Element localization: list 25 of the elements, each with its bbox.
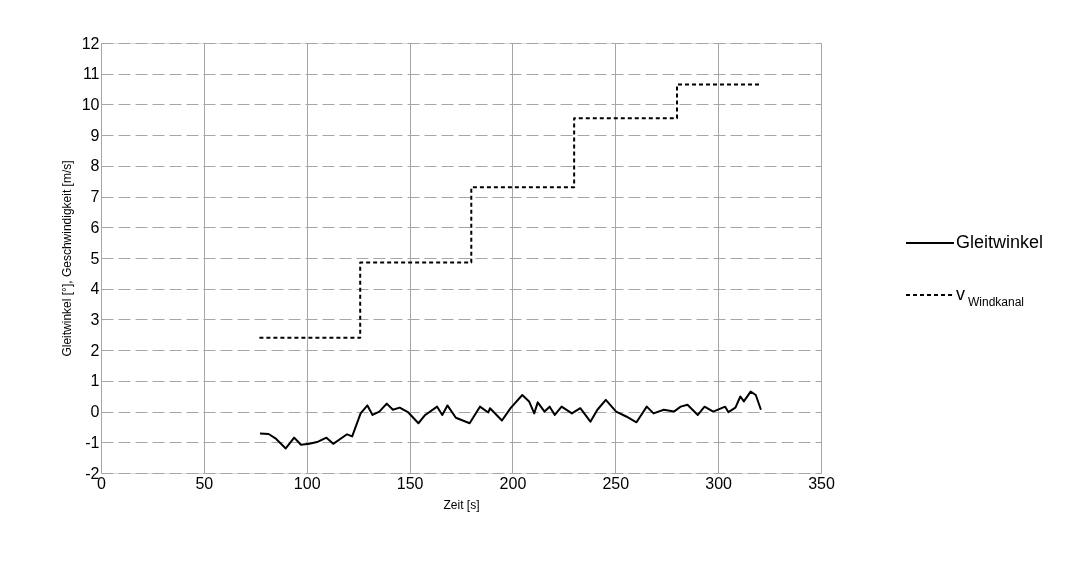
y-tick-label: 9 <box>90 126 100 144</box>
x-tick-label: 300 <box>705 474 733 492</box>
y-tick-label: 2 <box>90 341 100 359</box>
x-axis-title: Zeit [s] <box>443 497 480 512</box>
line-series <box>259 390 762 450</box>
y-tick-label: 7 <box>90 188 100 206</box>
y-tick-label: 4 <box>90 280 100 298</box>
y-tick-label: 8 <box>90 157 100 175</box>
y-tick-label: 10 <box>81 95 100 113</box>
x-tick-label: 350 <box>808 474 835 492</box>
x-tick-label: 100 <box>293 474 321 492</box>
y-tick-label: 5 <box>90 249 100 267</box>
x-tick-label: 200 <box>499 474 527 492</box>
y-tick-label: 11 <box>82 65 100 83</box>
y-tick-label: 6 <box>90 218 100 236</box>
y-axis-title: Gleitwinkel [°], Geschwindigkeit [m/s] <box>59 160 74 357</box>
x-tick-label: 50 <box>195 474 214 492</box>
y-tick-label: -1 <box>85 433 100 451</box>
y-tick-label: 0 <box>90 403 100 421</box>
x-tick-label: 250 <box>602 474 630 492</box>
x-tick-label: 150 <box>396 474 424 492</box>
y-tick-label: 12 <box>81 34 100 52</box>
y-tick-label: 1 <box>90 372 100 390</box>
legend-label: Gleitwinkel <box>956 232 1044 252</box>
y-tick-label: 3 <box>90 310 100 328</box>
